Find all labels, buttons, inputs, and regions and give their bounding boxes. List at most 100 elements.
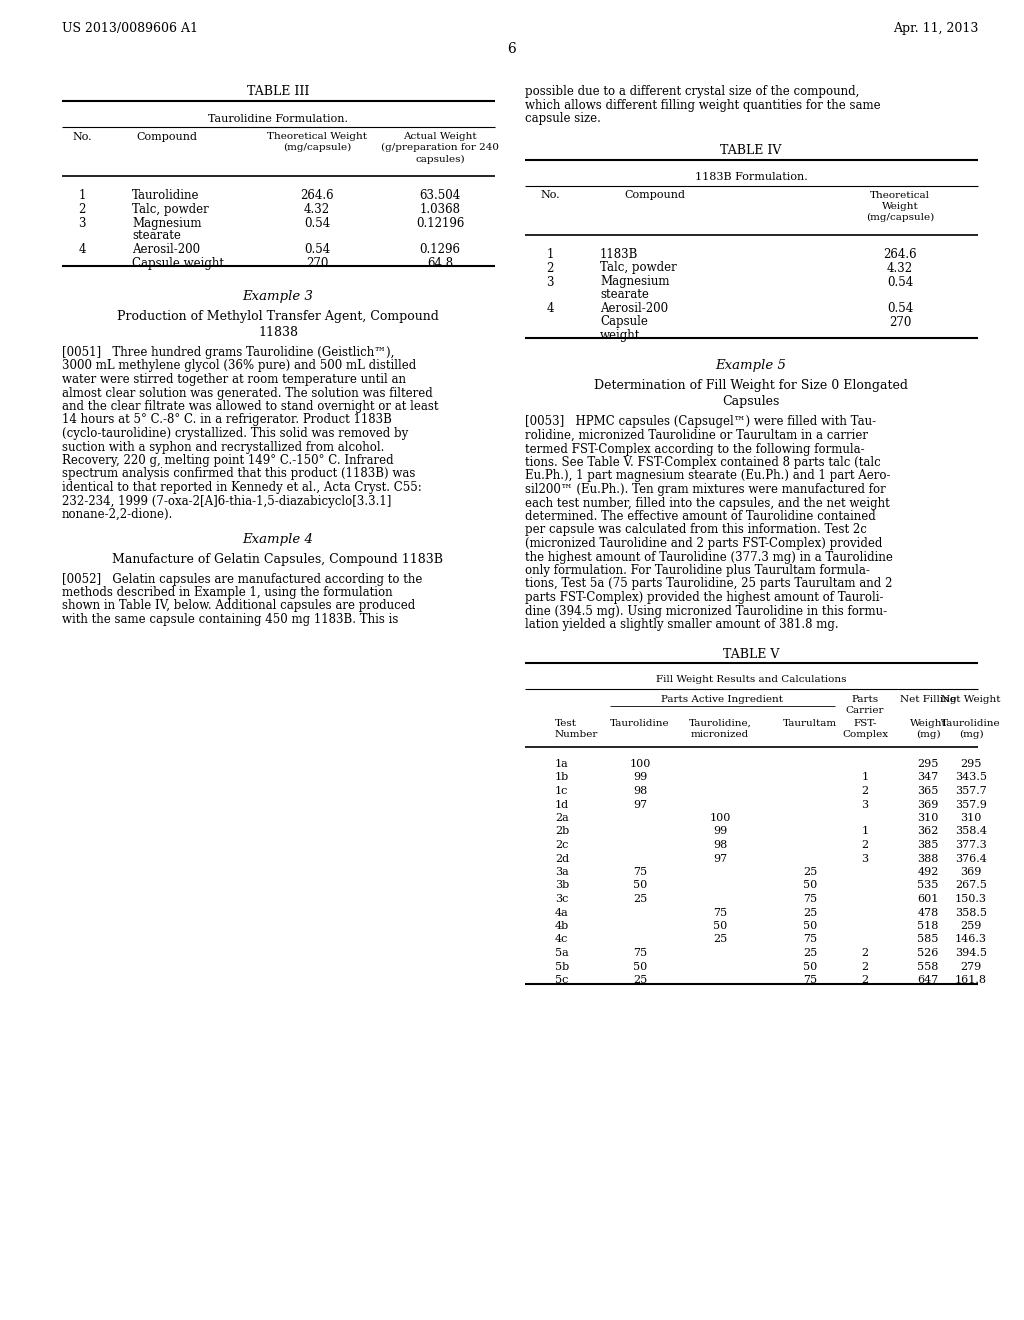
Text: 3: 3 bbox=[861, 854, 868, 863]
Text: 75: 75 bbox=[633, 867, 647, 876]
Text: 150.3: 150.3 bbox=[955, 894, 987, 904]
Text: 4c: 4c bbox=[555, 935, 568, 945]
Text: 25: 25 bbox=[633, 894, 647, 904]
Text: 585: 585 bbox=[918, 935, 939, 945]
Text: 2c: 2c bbox=[555, 840, 568, 850]
Text: stearate: stearate bbox=[600, 288, 649, 301]
Text: suction with a syphon and recrystallized from alcohol.: suction with a syphon and recrystallized… bbox=[62, 441, 384, 454]
Text: spectrum analysis confirmed that this product (1183B) was: spectrum analysis confirmed that this pr… bbox=[62, 467, 416, 480]
Text: only formulation. For Taurolidine plus Taurultam formula-: only formulation. For Taurolidine plus T… bbox=[525, 564, 869, 577]
Text: which allows different filling weight quantities for the same: which allows different filling weight qu… bbox=[525, 99, 881, 111]
Text: Magnesium: Magnesium bbox=[132, 216, 202, 230]
Text: 0.1296: 0.1296 bbox=[420, 243, 461, 256]
Text: 369: 369 bbox=[918, 800, 939, 809]
Text: weight: weight bbox=[600, 329, 640, 342]
Text: 2d: 2d bbox=[555, 854, 569, 863]
Text: 518: 518 bbox=[918, 921, 939, 931]
Text: 98: 98 bbox=[633, 785, 647, 796]
Text: sil200™ (Eu.Ph.). Ten gram mixtures were manufactured for: sil200™ (Eu.Ph.). Ten gram mixtures were… bbox=[525, 483, 886, 496]
Text: 4a: 4a bbox=[555, 908, 568, 917]
Text: 492: 492 bbox=[918, 867, 939, 876]
Text: 3: 3 bbox=[78, 216, 86, 230]
Text: 14 hours at 5° C.-8° C. in a refrigerator. Product 1183B: 14 hours at 5° C.-8° C. in a refrigerato… bbox=[62, 413, 392, 426]
Text: Fill Weight Results and Calculations: Fill Weight Results and Calculations bbox=[655, 675, 846, 684]
Text: Aerosil-200: Aerosil-200 bbox=[600, 301, 668, 314]
Text: 2: 2 bbox=[861, 948, 868, 958]
Text: Production of Methylol Transfer Agent, Compound: Production of Methylol Transfer Agent, C… bbox=[117, 310, 439, 323]
Text: Apr. 11, 2013: Apr. 11, 2013 bbox=[893, 22, 978, 36]
Text: 0.54: 0.54 bbox=[304, 243, 330, 256]
Text: 270: 270 bbox=[889, 315, 911, 329]
Text: 50: 50 bbox=[803, 880, 817, 891]
Text: 2b: 2b bbox=[555, 826, 569, 837]
Text: 365: 365 bbox=[918, 785, 939, 796]
Text: parts FST-Complex) provided the highest amount of Tauroli-: parts FST-Complex) provided the highest … bbox=[525, 591, 884, 605]
Text: Aerosil-200: Aerosil-200 bbox=[132, 243, 200, 256]
Text: 388: 388 bbox=[918, 854, 939, 863]
Text: Taurultam: Taurultam bbox=[783, 718, 837, 727]
Text: [0053]   HPMC capsules (Capsugel™) were filled with Tau-: [0053] HPMC capsules (Capsugel™) were fi… bbox=[525, 416, 877, 429]
Text: Manufacture of Gelatin Capsules, Compound 1183B: Manufacture of Gelatin Capsules, Compoun… bbox=[113, 553, 443, 565]
Text: 50: 50 bbox=[633, 961, 647, 972]
Text: 3a: 3a bbox=[555, 867, 568, 876]
Text: 385: 385 bbox=[918, 840, 939, 850]
Text: [0051]   Three hundred grams Taurolidine (Geistlich™),: [0051] Three hundred grams Taurolidine (… bbox=[62, 346, 394, 359]
Text: per capsule was calculated from this information. Test 2c: per capsule was calculated from this inf… bbox=[525, 524, 867, 536]
Text: 4.32: 4.32 bbox=[887, 261, 913, 275]
Text: 4: 4 bbox=[78, 243, 86, 256]
Text: 3000 mL methylene glycol (36% pure) and 500 mL distilled: 3000 mL methylene glycol (36% pure) and … bbox=[62, 359, 416, 372]
Text: 4.32: 4.32 bbox=[304, 203, 330, 216]
Text: 3c: 3c bbox=[555, 894, 568, 904]
Text: 5a: 5a bbox=[555, 948, 568, 958]
Text: 267.5: 267.5 bbox=[955, 880, 987, 891]
Text: rolidine, micronized Taurolidine or Taurultam in a carrier: rolidine, micronized Taurolidine or Taur… bbox=[525, 429, 868, 442]
Text: 11838: 11838 bbox=[258, 326, 298, 339]
Text: 377.3: 377.3 bbox=[955, 840, 987, 850]
Text: 0.54: 0.54 bbox=[304, 216, 330, 230]
Text: (micronized Taurolidine and 2 parts FST-Complex) provided: (micronized Taurolidine and 2 parts FST-… bbox=[525, 537, 883, 550]
Text: determined. The effective amount of Taurolidine contained: determined. The effective amount of Taur… bbox=[525, 510, 876, 523]
Text: 358.4: 358.4 bbox=[955, 826, 987, 837]
Text: No.: No. bbox=[72, 132, 92, 143]
Text: 1d: 1d bbox=[555, 800, 569, 809]
Text: almost clear solution was generated. The solution was filtered: almost clear solution was generated. The… bbox=[62, 387, 433, 400]
Text: shown in Table IV, below. Additional capsules are produced: shown in Table IV, below. Additional cap… bbox=[62, 599, 416, 612]
Text: TABLE V: TABLE V bbox=[723, 648, 779, 660]
Text: 4b: 4b bbox=[555, 921, 569, 931]
Text: 357.9: 357.9 bbox=[955, 800, 987, 809]
Text: Net Filling: Net Filling bbox=[900, 694, 956, 704]
Text: 3b: 3b bbox=[555, 880, 569, 891]
Text: 100: 100 bbox=[630, 759, 650, 770]
Text: 2: 2 bbox=[861, 975, 868, 985]
Text: 558: 558 bbox=[918, 961, 939, 972]
Text: Taurolidine Formulation.: Taurolidine Formulation. bbox=[208, 114, 348, 124]
Text: 1c: 1c bbox=[555, 785, 568, 796]
Text: dine (394.5 mg). Using micronized Taurolidine in this formu-: dine (394.5 mg). Using micronized Taurol… bbox=[525, 605, 887, 618]
Text: 98: 98 bbox=[713, 840, 727, 850]
Text: 1: 1 bbox=[861, 826, 868, 837]
Text: tions, Test 5a (75 parts Taurolidine, 25 parts Taurultam and 2: tions, Test 5a (75 parts Taurolidine, 25… bbox=[525, 578, 892, 590]
Text: 2: 2 bbox=[861, 840, 868, 850]
Text: 310: 310 bbox=[961, 813, 982, 822]
Text: 0.54: 0.54 bbox=[887, 301, 913, 314]
Text: 25: 25 bbox=[803, 867, 817, 876]
Text: 50: 50 bbox=[713, 921, 727, 931]
Text: 343.5: 343.5 bbox=[955, 772, 987, 783]
Text: Theoretical Weight
(mg/capsule): Theoretical Weight (mg/capsule) bbox=[267, 132, 367, 152]
Text: 526: 526 bbox=[918, 948, 939, 958]
Text: 1183B Formulation.: 1183B Formulation. bbox=[694, 173, 807, 182]
Text: 647: 647 bbox=[918, 975, 939, 985]
Text: Example 5: Example 5 bbox=[716, 359, 786, 372]
Text: 601: 601 bbox=[918, 894, 939, 904]
Text: 376.4: 376.4 bbox=[955, 854, 987, 863]
Text: 310: 310 bbox=[918, 813, 939, 822]
Text: Compound: Compound bbox=[136, 132, 198, 143]
Text: 146.3: 146.3 bbox=[955, 935, 987, 945]
Text: 264.6: 264.6 bbox=[883, 248, 916, 260]
Text: identical to that reported in Kennedy et al., Acta Cryst. C55:: identical to that reported in Kennedy et… bbox=[62, 480, 422, 494]
Text: US 2013/0089606 A1: US 2013/0089606 A1 bbox=[62, 22, 198, 36]
Text: tions. See Table V. FST-Complex contained 8 parts talc (talc: tions. See Table V. FST-Complex containe… bbox=[525, 455, 881, 469]
Text: Talc, powder: Talc, powder bbox=[132, 203, 209, 216]
Text: Theoretical
Weight
(mg/capsule): Theoretical Weight (mg/capsule) bbox=[866, 190, 934, 222]
Text: 75: 75 bbox=[803, 975, 817, 985]
